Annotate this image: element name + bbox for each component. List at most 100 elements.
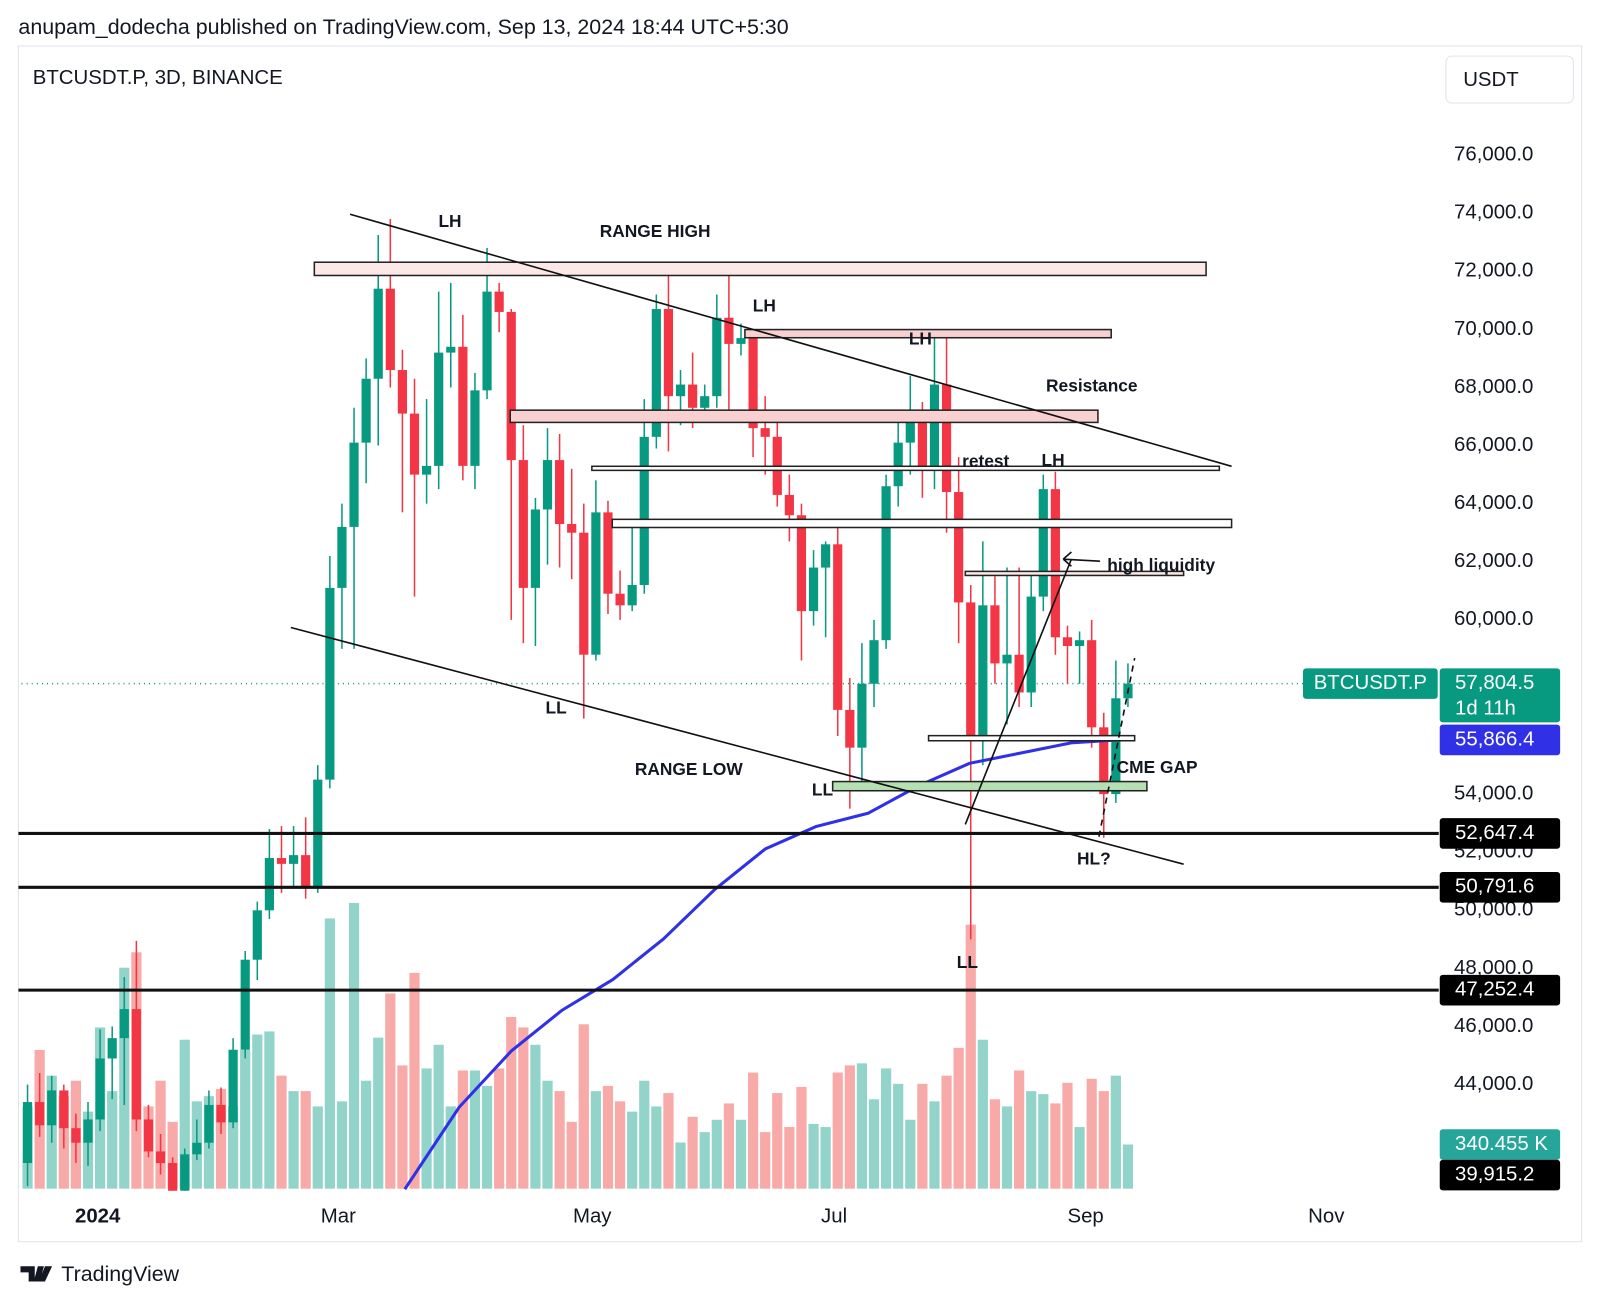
volume-bar bbox=[639, 1080, 650, 1189]
volume-bar bbox=[856, 1063, 868, 1189]
x-tick-label: Mar bbox=[321, 1206, 356, 1228]
volume-bar bbox=[288, 1091, 299, 1189]
volume-bar bbox=[240, 1049, 251, 1189]
volume-bar bbox=[929, 1101, 940, 1189]
volume-bar bbox=[711, 1119, 722, 1189]
level-label: 52,647.4 bbox=[1455, 822, 1534, 844]
symbol-label: BTCUSDT.P bbox=[1314, 672, 1427, 694]
y-tick-label: 48,000.0 bbox=[1454, 957, 1533, 979]
y-tick-label: 44,000.0 bbox=[1454, 1073, 1533, 1095]
annotations: LH RANGE HIGH LH LH Resistance retest LH… bbox=[438, 211, 1215, 972]
zone bbox=[509, 409, 1099, 424]
candle-body bbox=[567, 523, 577, 533]
annotation: LH bbox=[909, 328, 932, 348]
volume-bar bbox=[1026, 1091, 1037, 1189]
zone bbox=[611, 518, 1233, 529]
candle-body bbox=[107, 1038, 117, 1059]
volume-bar bbox=[796, 1086, 807, 1189]
candle-body bbox=[929, 384, 940, 466]
volume-bar bbox=[336, 1101, 348, 1189]
candle-body bbox=[954, 492, 964, 603]
x-tick-label: Jul bbox=[821, 1206, 847, 1228]
candle-body bbox=[603, 512, 613, 594]
volume-bar bbox=[735, 1119, 747, 1189]
candle-body bbox=[131, 1009, 141, 1120]
level-label-box bbox=[1439, 974, 1561, 1006]
y-tick-label: 74,000.0 bbox=[1454, 202, 1533, 224]
drawings bbox=[290, 213, 1233, 865]
volume-bar bbox=[179, 1039, 190, 1189]
candle-body bbox=[22, 1102, 33, 1164]
candle-body bbox=[180, 1154, 190, 1191]
brand: TradingView bbox=[61, 1262, 179, 1286]
candle-body bbox=[1099, 727, 1109, 795]
volume-bar bbox=[324, 918, 335, 1189]
volume-bar bbox=[518, 1027, 529, 1189]
candle-body bbox=[555, 460, 565, 524]
chart-frame bbox=[17, 45, 1583, 1243]
volume-bar bbox=[215, 1089, 227, 1189]
candle-body bbox=[700, 396, 710, 408]
candle-body bbox=[71, 1128, 81, 1143]
level-label-box bbox=[1439, 872, 1561, 903]
volume-bar bbox=[481, 1085, 493, 1189]
volume-bar bbox=[880, 1068, 892, 1189]
volume-bar bbox=[590, 1091, 601, 1189]
zone bbox=[927, 734, 1136, 742]
volume-bar bbox=[348, 902, 360, 1189]
volume-bar bbox=[566, 1121, 577, 1189]
volume-bar bbox=[385, 993, 396, 1189]
volume-bar bbox=[373, 1037, 384, 1189]
volume-bar bbox=[1098, 1091, 1109, 1189]
candle-body bbox=[506, 311, 516, 461]
candle-body bbox=[917, 410, 927, 466]
volume-bar bbox=[965, 924, 976, 1189]
candle-layer bbox=[21, 218, 1439, 1191]
volume-bar bbox=[917, 1083, 928, 1189]
currency[interactable]: USDT bbox=[1463, 69, 1519, 91]
y-tick-label: 54,000.0 bbox=[1454, 783, 1533, 805]
volume-bar bbox=[614, 1101, 626, 1189]
volume-bar bbox=[953, 1047, 964, 1189]
candle-body bbox=[168, 1163, 178, 1191]
volume-bar bbox=[421, 1068, 432, 1189]
candle-body bbox=[240, 959, 250, 1050]
y-tick-label: 50,000.0 bbox=[1454, 899, 1533, 921]
volume-bar bbox=[252, 1034, 263, 1189]
volume-bar bbox=[1038, 1094, 1049, 1189]
volume-bar bbox=[469, 1070, 481, 1189]
candle-body bbox=[530, 509, 541, 588]
volume-bar bbox=[361, 1080, 372, 1189]
symbol-box bbox=[1303, 668, 1438, 699]
y-tick-label: 72,000.0 bbox=[1454, 260, 1533, 282]
candle-body bbox=[1074, 640, 1085, 646]
candle-body bbox=[409, 413, 420, 475]
arrow bbox=[1062, 551, 1101, 567]
candle-body bbox=[59, 1090, 69, 1129]
candle-body bbox=[1014, 654, 1024, 693]
candle-body bbox=[1002, 654, 1012, 664]
volume-bar bbox=[409, 972, 420, 1189]
ma-label-box bbox=[1439, 724, 1561, 756]
volume-label: 340.455 K bbox=[1455, 1133, 1548, 1155]
candle-body bbox=[470, 390, 480, 466]
volume-bar bbox=[772, 1093, 783, 1189]
volume-bar bbox=[397, 1065, 408, 1189]
candle-body bbox=[83, 1119, 93, 1143]
candle-body bbox=[1062, 637, 1073, 646]
candle-body bbox=[615, 593, 625, 606]
currency-button[interactable] bbox=[1445, 55, 1574, 104]
zone bbox=[591, 465, 1221, 472]
candle-body bbox=[736, 338, 746, 344]
volume-layer bbox=[22, 902, 1134, 1189]
annotation: Resistance bbox=[1046, 375, 1138, 395]
candle-body bbox=[796, 515, 807, 612]
candle-body bbox=[119, 1009, 129, 1039]
candle-body bbox=[1087, 640, 1097, 728]
x-tick-label: May bbox=[573, 1206, 612, 1228]
candle-body bbox=[760, 428, 770, 437]
candle-body bbox=[881, 486, 891, 641]
candle-body bbox=[422, 465, 432, 475]
price-label: 39,915.2 bbox=[1455, 1163, 1534, 1185]
